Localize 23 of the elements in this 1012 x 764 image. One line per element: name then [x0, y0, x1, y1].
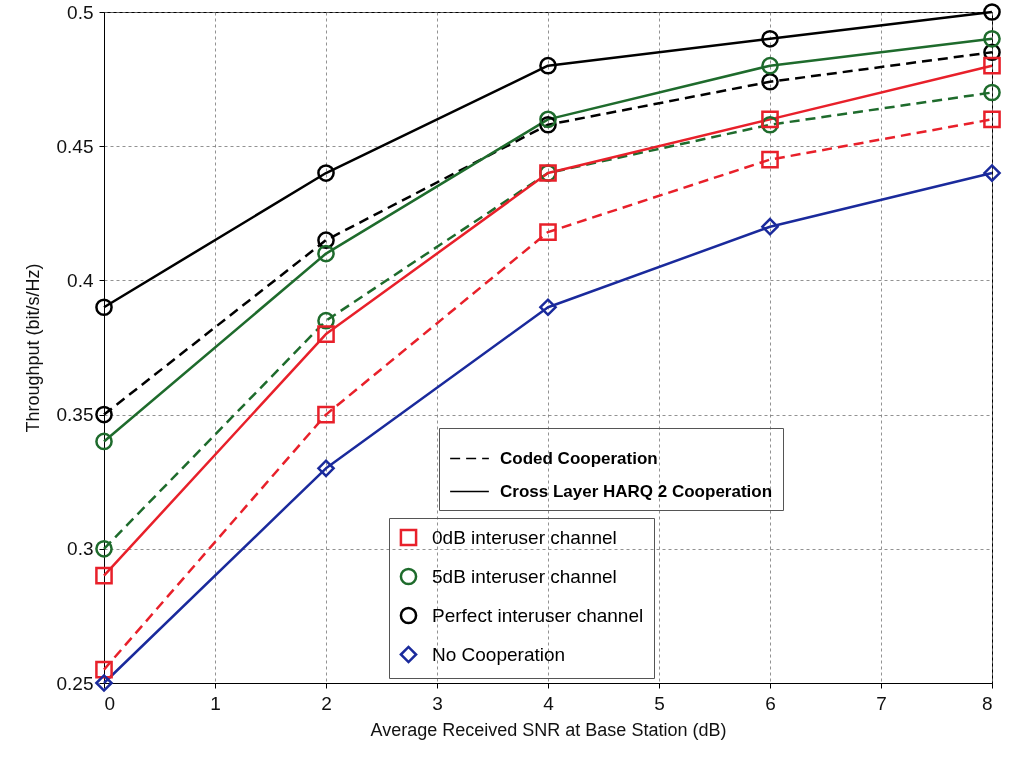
- legend-label: 5dB interuser channel: [432, 565, 617, 587]
- legend-label: 0dB interuser channel: [432, 526, 617, 548]
- x-tick-label: 2: [321, 692, 332, 714]
- y-tick-label: 0.45: [56, 135, 94, 157]
- annotation: Cross Layer HARQ 2 Cooperation: [500, 481, 773, 501]
- annotation: Coded Cooperation: [500, 448, 658, 468]
- x-tick-label: 7: [876, 692, 887, 714]
- x-tick-label: 4: [543, 692, 555, 714]
- x-tick-label: 0: [104, 692, 116, 714]
- legend-label: Perfect interuser channel: [432, 604, 644, 626]
- x-tick-label: 1: [210, 692, 221, 714]
- x-tick-label: 6: [765, 692, 776, 714]
- y-tick-label: 0.5: [67, 1, 94, 23]
- y-tick-label: 0.4: [67, 269, 94, 291]
- y-axis-title: Throughput (bit/s/Hz): [22, 263, 43, 433]
- legend-label: No Cooperation: [432, 643, 566, 665]
- x-tick-label: 3: [432, 692, 443, 714]
- x-axis-title: Average Received SNR at Base Station (dB): [370, 719, 727, 740]
- x-tick-label: 5: [654, 692, 665, 714]
- y-tick-label: 0.35: [56, 404, 94, 426]
- y-tick-label: 0.25: [56, 672, 94, 694]
- y-tick-label: 0.3: [67, 538, 94, 560]
- x-tick-label: 8: [981, 692, 993, 714]
